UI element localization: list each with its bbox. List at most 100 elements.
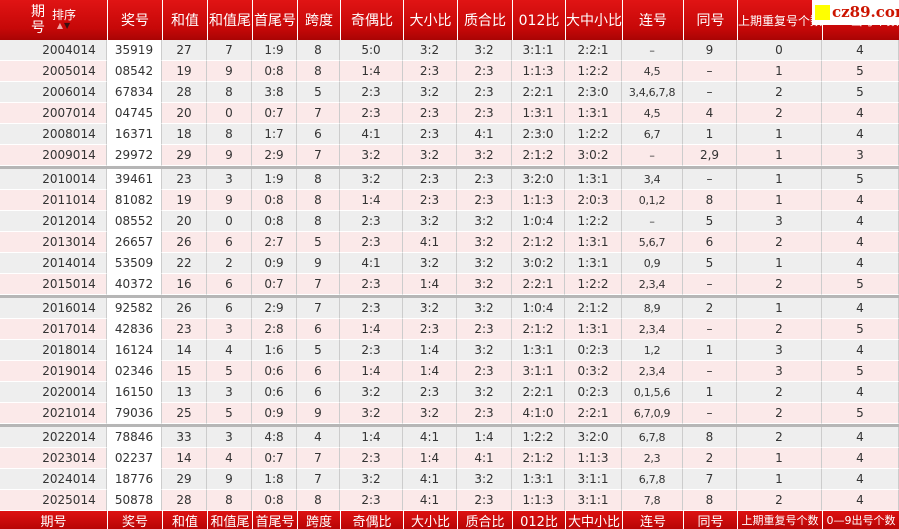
table-row: 2025014 50878 28 8 0:8 8 2:3 4:1 2:3 1:1:3 3:1:1 7,… [0,490,899,511]
header-min-max: 首尾号 [252,0,297,40]
consecutive-numbers-cell: – [622,211,683,232]
distinct-digit-count-cell: 5 [822,403,899,424]
consecutive-numbers-cell: 6,7,8 [622,427,683,448]
sort-control[interactable]: 排序 ▲▼ [52,9,76,31]
sort-descending-icon[interactable]: ▼ [63,21,72,30]
sum-tail-cell: 5 [207,403,252,424]
consecutive-numbers-cell: 8,9 [622,298,683,319]
big-small-ratio-cell: 1:4 [403,361,457,382]
distinct-digit-count-cell: 4 [822,211,899,232]
duplicate-digit-cell: – [683,361,737,382]
big-mid-small-ratio-cell: 1:2:2 [565,274,622,295]
duplicate-digit-cell: 1 [683,382,737,403]
footer-prize-number: 奖号 [107,511,162,529]
duplicate-digit-cell: 2,9 [683,145,737,166]
footer-sum: 和值 [162,511,207,529]
table-row: 2008014 16371 18 8 1:7 6 4:1 2:3 4:1 2:3:0 1:2:2 6,… [0,124,899,145]
consecutive-numbers-cell: 3,4 [622,169,683,190]
big-small-ratio-cell: 3:2 [403,145,457,166]
sum-cell: 29 [162,145,207,166]
sum-cell: 20 [162,103,207,124]
repeat-from-prev-cell: 2 [737,403,822,424]
consecutive-numbers-cell: 3,4,6,7,8 [622,82,683,103]
big-mid-small-ratio-cell: 1:2:2 [565,124,622,145]
big-small-ratio-cell: 3:2 [403,253,457,274]
sum-cell: 18 [162,124,207,145]
repeat-from-prev-cell: 1 [737,145,822,166]
consecutive-numbers-cell: 0,9 [622,253,683,274]
prime-composite-ratio-cell: 3:2 [457,298,512,319]
footer-min-max: 首尾号 [252,511,297,529]
header-period-sort: 期 号 排序 ▲▼ [0,0,107,40]
table-row: 2010014 39461 23 3 1:9 8 3:2 2:3 2:3 3:2:0 1:3:1 3,… [0,169,899,190]
table-row: 2024014 18776 29 9 1:8 7 3:2 4:1 3:2 1:3:1 3:1:1 6,… [0,469,899,490]
site-watermark[interactable]: cz89.com [812,0,899,25]
prime-composite-ratio-cell: 2:3 [457,103,512,124]
sort-ascending-icon[interactable]: ▲ [56,21,64,30]
duplicate-digit-cell: 8 [683,490,737,511]
sum-tail-cell: 9 [207,145,252,166]
span-cell: 7 [297,448,340,469]
prime-composite-ratio-cell: 4:1 [457,448,512,469]
header-big-mid-small-ratio: 大中小比 [565,0,622,40]
consecutive-numbers-cell: 7,8 [622,490,683,511]
repeat-from-prev-cell: 2 [737,82,822,103]
sum-tail-cell: 8 [207,82,252,103]
footer-duplicate-digit: 同号 [683,511,737,529]
prize-number-cell: 92582 [107,298,162,319]
span-cell: 6 [297,319,340,340]
prize-number-cell: 39461 [107,169,162,190]
period-cell: 2016014 [0,298,107,319]
table-row: 2007014 04745 20 0 0:7 7 2:3 2:3 2:3 1:3:1 1:3:1 4,… [0,103,899,124]
odd-even-ratio-cell: 3:2 [340,169,403,190]
distinct-digit-count-cell: 5 [822,361,899,382]
prime-composite-ratio-cell: 3:2 [457,382,512,403]
duplicate-digit-cell: 2 [683,448,737,469]
big-small-ratio-cell: 2:3 [403,319,457,340]
big-small-ratio-cell: 3:2 [403,82,457,103]
big-mid-small-ratio-cell: 1:3:1 [565,169,622,190]
duplicate-digit-cell: – [683,61,737,82]
table-row: 2020014 16150 13 3 0:6 6 3:2 2:3 3:2 2:2:1 0:2:3 0,… [0,382,899,403]
distinct-digit-count-cell: 4 [822,40,899,61]
big-mid-small-ratio-cell: 2:0:3 [565,190,622,211]
mod012-ratio-cell: 4:1:0 [512,403,565,424]
sum-tail-cell: 3 [207,169,252,190]
span-cell: 7 [297,145,340,166]
big-mid-small-ratio-cell: 0:2:3 [565,340,622,361]
prime-composite-ratio-cell: 2:3 [457,361,512,382]
consecutive-numbers-cell: 6,7,8 [622,469,683,490]
big-mid-small-ratio-cell: 1:3:1 [565,319,622,340]
footer-repeat-from-prev: 上期重复号个数 [737,511,822,529]
table-row: 2019014 02346 15 5 0:6 6 1:4 1:4 2:3 3:1:1 0:3:2 2,… [0,361,899,382]
header-prime-composite-ratio: 质合比 [457,0,512,40]
sum-cell: 29 [162,469,207,490]
mod012-ratio-cell: 3:0:2 [512,253,565,274]
sum-tail-cell: 6 [207,274,252,295]
distinct-digit-count-cell: 4 [822,232,899,253]
min-max-cell: 0:8 [252,211,297,232]
big-small-ratio-cell: 1:4 [403,340,457,361]
mod012-ratio-cell: 2:1:2 [512,232,565,253]
sum-cell: 25 [162,403,207,424]
table-row: 2014014 53509 22 2 0:9 9 4:1 3:2 3:2 3:0:2 1:3:1 0,… [0,253,899,274]
duplicate-digit-cell: 8 [683,190,737,211]
header-period-line2: 号 [30,20,45,36]
prime-composite-ratio-cell: 2:3 [457,61,512,82]
group-separator [0,166,899,169]
mod012-ratio-cell: 2:1:2 [512,319,565,340]
big-small-ratio-cell: 1:4 [403,448,457,469]
table-row: 2005014 08542 19 9 0:8 8 1:4 2:3 2:3 1:1:3 1:2:2 4,… [0,61,899,82]
duplicate-digit-cell: 9 [683,40,737,61]
consecutive-numbers-cell: 6,7,0,9 [622,403,683,424]
consecutive-numbers-cell: 2,3,4 [622,361,683,382]
distinct-digit-count-cell: 4 [822,448,899,469]
min-max-cell: 1:8 [252,469,297,490]
min-max-cell: 1:9 [252,169,297,190]
min-max-cell: 2:9 [252,145,297,166]
table-row: 2023014 02237 14 4 0:7 7 2:3 1:4 4:1 2:1:2 1:1:3 2,… [0,448,899,469]
odd-even-ratio-cell: 4:1 [340,124,403,145]
prime-composite-ratio-cell: 3:2 [457,40,512,61]
sum-tail-cell: 0 [207,211,252,232]
odd-even-ratio-cell: 2:3 [340,274,403,295]
